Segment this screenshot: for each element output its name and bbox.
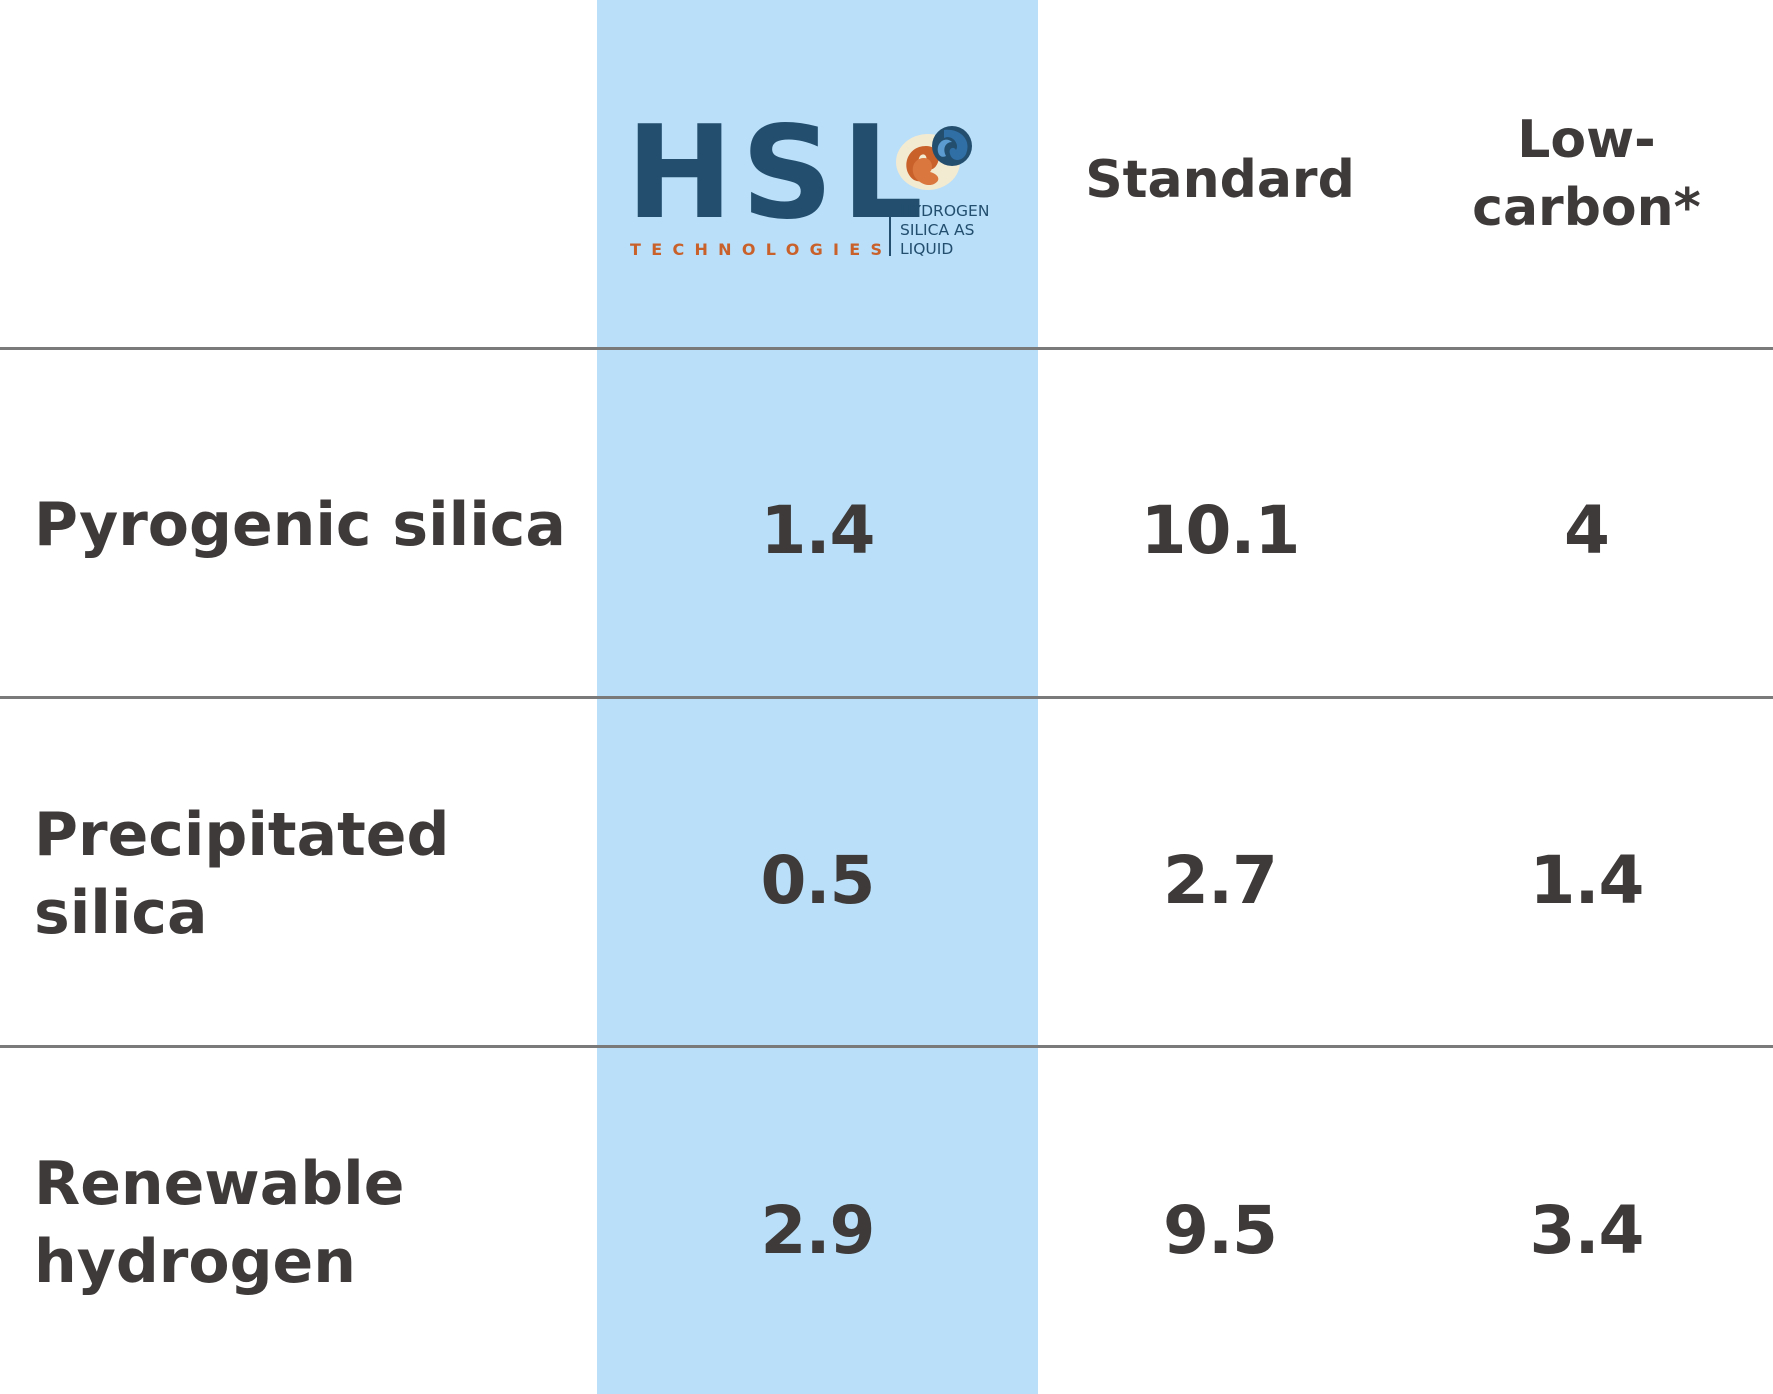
row-label-line: Renewable [34,1149,405,1219]
logo-subtitle: HYDROGEN SILICA AS LIQUID [900,202,989,259]
cell-standard: 2.7 [1163,841,1278,919]
row-label-pyrogenic-silica: Pyrogenic silica [34,490,566,560]
row-divider [0,696,1773,699]
column-header-low-carbon-line: carbon* [1472,178,1701,238]
row-label-line: hydrogen [34,1227,356,1297]
column-header-standard: Standard [1085,150,1355,210]
cell-low-carbon: 3.4 [1529,1191,1645,1269]
cell-standard: 9.5 [1163,1191,1278,1269]
row-label-line: Precipitated [34,800,450,870]
row-divider [0,1045,1773,1048]
logo-tagline: TECHNOLOGIES [630,240,893,259]
column-header-low-carbon-line: Low- [1517,110,1656,170]
cell-low-carbon: 4 [1564,491,1610,569]
row-divider [0,347,1773,350]
logo-subtitle-line: LIQUID [900,240,954,258]
cell-standard: 10.1 [1140,491,1301,569]
droplet-swirl-icon [896,126,972,190]
logo-wordmark: HSL [626,99,931,248]
row-label-precipitated-silica: Precipitated silica [34,796,449,952]
cell-hsl: 1.4 [760,491,876,569]
logo-subtitle-line: HYDROGEN [900,202,990,220]
logo-separator [889,204,891,256]
column-header-low-carbon: Low- carbon* [1400,104,1773,244]
row-label-renewable-hydrogen: Renewable hydrogen [34,1145,404,1301]
cell-hsl: 0.5 [760,841,876,919]
row-label-line: silica [34,878,208,948]
hsl-technologies-logo: HSL TECHNOLOGIES HYDROGEN SILICA AS LIQU… [626,99,1006,268]
cell-hsl: 2.9 [760,1191,876,1269]
cell-low-carbon: 1.4 [1529,841,1645,919]
logo-subtitle-line: SILICA AS [900,221,975,239]
